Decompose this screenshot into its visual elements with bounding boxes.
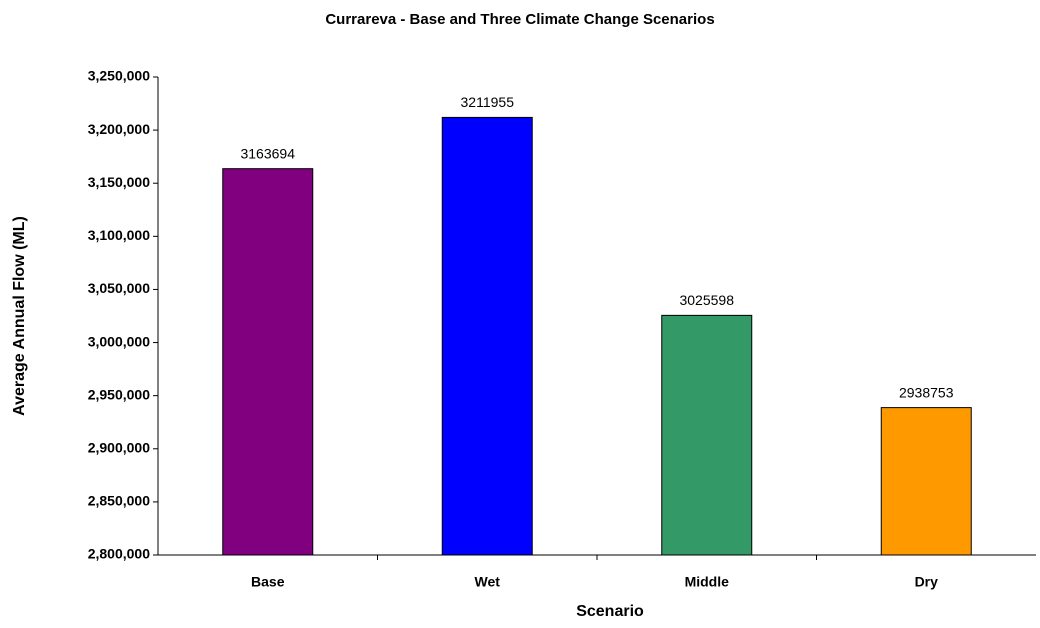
y-tick-label: 3,150,000 bbox=[88, 174, 150, 190]
y-tick-label: 2,800,000 bbox=[88, 546, 150, 562]
x-tick-label: Middle bbox=[685, 574, 730, 590]
bar bbox=[661, 314, 753, 556]
y-tick-label: 2,850,000 bbox=[88, 493, 150, 509]
y-tick-label: 3,050,000 bbox=[88, 280, 150, 296]
y-tick-label: 3,250,000 bbox=[88, 68, 150, 84]
value-label: 3211955 bbox=[461, 94, 515, 110]
value-label: 3163694 bbox=[240, 145, 295, 161]
y-tick-label: 2,900,000 bbox=[88, 439, 150, 455]
x-tick-label: Wet bbox=[475, 574, 501, 590]
chart-title: Currareva - Base and Three Climate Chang… bbox=[325, 11, 714, 28]
x-tick-label: Base bbox=[251, 574, 285, 590]
x-axis-label: Scenario bbox=[576, 603, 644, 620]
y-tick-label: 3,200,000 bbox=[88, 121, 150, 137]
bar bbox=[441, 116, 533, 556]
x-tick-label: Dry bbox=[915, 574, 939, 590]
bar bbox=[222, 168, 314, 556]
value-label: 2938753 bbox=[899, 384, 954, 400]
y-tick-label: 2,950,000 bbox=[88, 386, 150, 402]
y-axis-label: Average Annual Flow (ML) bbox=[11, 216, 28, 416]
y-tick-label: 3,100,000 bbox=[88, 227, 150, 243]
bar bbox=[880, 407, 972, 556]
value-label: 3025598 bbox=[679, 292, 734, 308]
y-tick-label: 3,000,000 bbox=[88, 333, 150, 349]
